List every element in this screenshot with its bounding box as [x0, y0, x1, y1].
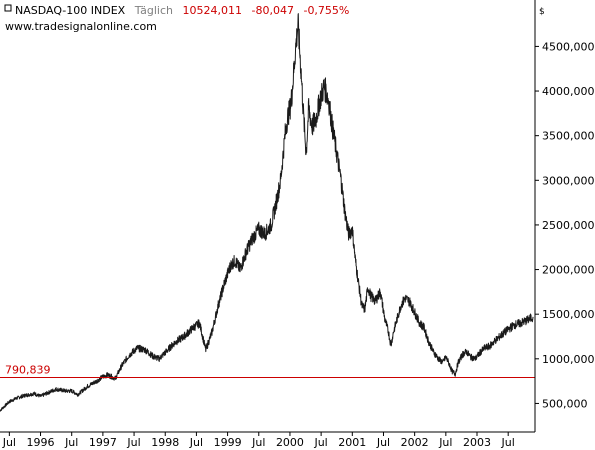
x-tick-label-13: 2002	[401, 436, 429, 449]
symbol-name: NASDAQ-100 INDEX	[15, 4, 126, 17]
x-tick-label-9: 2000	[276, 436, 304, 449]
x-tick-label-0: Jul	[2, 436, 16, 449]
y-tick-label-4: 2500,000	[542, 219, 595, 232]
x-tick-label-6: Jul	[189, 436, 203, 449]
y-tick-label-8: 4500,000	[542, 40, 595, 53]
last-value: 10524,011	[183, 4, 243, 17]
period-label: Täglich	[134, 4, 173, 17]
x-tick-label-5: 1998	[151, 436, 179, 449]
y-tick-label-2: 1500,000	[542, 308, 595, 321]
x-axis: Jul 1996 Jul 1997 Jul 1998 Jul 1999 Jul 2000 Jul 20…	[2, 432, 515, 449]
y-tick-label-3: 2000,000	[542, 264, 595, 277]
y-tick-label-5: 3000,000	[542, 174, 595, 187]
collapse-box-icon[interactable]	[4, 4, 12, 12]
x-tick-label-16: Jul	[501, 436, 515, 449]
svg-text:NASDAQ-100 INDEX Täglich: NASDAQ-100 INDEX Täglich 10524,011 -80,0…	[15, 4, 349, 17]
y-axis: 500,000 1000,000 1500,000 2000,000 2500,000 3…	[535, 40, 595, 410]
y-axis-unit: $	[539, 7, 545, 17]
x-tick-label-4: Jul	[126, 436, 140, 449]
y-tick-label-6: 3500,000	[542, 130, 595, 143]
change-percent: -0,755%	[303, 4, 349, 17]
x-tick-label-15: 2003	[463, 436, 491, 449]
plot-area	[0, 13, 534, 412]
y-tick-label-0: 500,000	[542, 397, 588, 410]
x-tick-label-3: 1997	[89, 436, 117, 449]
x-tick-label-14: Jul	[438, 436, 452, 449]
x-tick-label-7: 1999	[214, 436, 242, 449]
level-label: 790,839	[5, 363, 51, 376]
x-tick-label-2: Jul	[64, 436, 78, 449]
x-tick-label-11: 2001	[338, 436, 366, 449]
x-tick-label-8: Jul	[251, 436, 265, 449]
x-tick-label-12: Jul	[376, 436, 390, 449]
x-tick-label-1: 1996	[27, 436, 55, 449]
level-group: 790,839	[0, 363, 535, 378]
chart-header: NASDAQ-100 INDEX Täglich 10524,011 -80,0…	[4, 4, 349, 33]
index-price-line-0	[0, 13, 534, 412]
y-tick-label-1: 1000,000	[542, 353, 595, 366]
x-tick-label-10: Jul	[313, 436, 327, 449]
y-tick-label-7: 4000,000	[542, 85, 595, 98]
website-label: www.tradesignalonline.com	[5, 20, 157, 33]
change-value: -80,047	[252, 4, 294, 17]
